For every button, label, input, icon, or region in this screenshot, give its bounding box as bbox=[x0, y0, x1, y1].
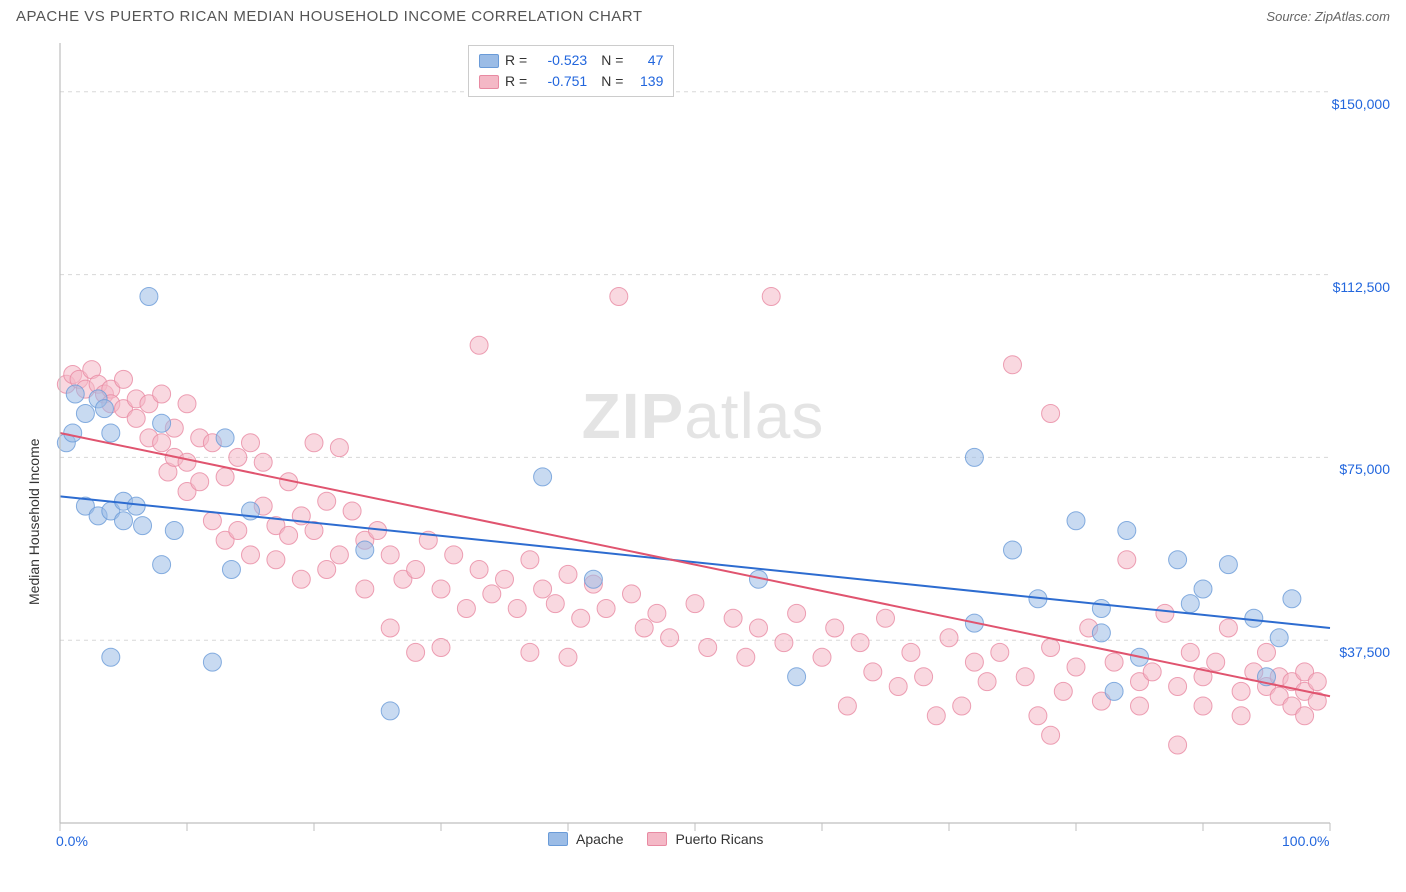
legend-row: R = -0.523 N = 47 bbox=[479, 50, 663, 71]
x-tick-label: 0.0% bbox=[56, 833, 88, 849]
n-value: 139 bbox=[629, 71, 663, 92]
legend-swatch bbox=[548, 832, 568, 846]
n-value: 47 bbox=[629, 50, 663, 71]
legend-swatch bbox=[479, 54, 499, 68]
chart-header: APACHE VS PUERTO RICAN MEDIAN HOUSEHOLD … bbox=[8, 8, 1398, 31]
scatter-chart-svg bbox=[8, 31, 1400, 853]
legend-label: Apache bbox=[576, 831, 623, 847]
correlation-legend: R = -0.523 N = 47 R = -0.751 N = 139 bbox=[468, 45, 674, 97]
r-value: -0.751 bbox=[533, 71, 587, 92]
n-label: N = bbox=[601, 71, 623, 92]
y-tick-label: $75,000 bbox=[1260, 461, 1390, 477]
r-value: -0.523 bbox=[533, 50, 587, 71]
series-legend: Apache Puerto Ricans bbox=[548, 831, 763, 847]
chart-area: ZIPatlas Median Household Income R =-0.5… bbox=[8, 31, 1398, 851]
legend-swatch bbox=[479, 75, 499, 89]
source-label: Source: bbox=[1266, 9, 1311, 24]
legend-swatch bbox=[647, 832, 667, 846]
source-value: ZipAtlas.com bbox=[1315, 9, 1390, 24]
y-tick-label: $112,500 bbox=[1260, 279, 1390, 295]
legend-row: R = -0.751 N = 139 bbox=[479, 71, 663, 92]
legend-label: Puerto Ricans bbox=[675, 831, 763, 847]
r-label: R = bbox=[505, 50, 527, 71]
y-tick-label: $150,000 bbox=[1260, 96, 1390, 112]
r-label: R = bbox=[505, 71, 527, 92]
n-label: N = bbox=[601, 50, 623, 71]
legend-item: Puerto Ricans bbox=[647, 831, 763, 847]
legend-item: Apache bbox=[548, 831, 623, 847]
y-tick-label: $37,500 bbox=[1260, 644, 1390, 660]
x-tick-label: 100.0% bbox=[1282, 833, 1329, 849]
y-axis-label: Median Household Income bbox=[26, 438, 42, 605]
chart-title: APACHE VS PUERTO RICAN MEDIAN HOUSEHOLD … bbox=[16, 8, 643, 25]
chart-source: Source: ZipAtlas.com bbox=[1266, 9, 1390, 24]
